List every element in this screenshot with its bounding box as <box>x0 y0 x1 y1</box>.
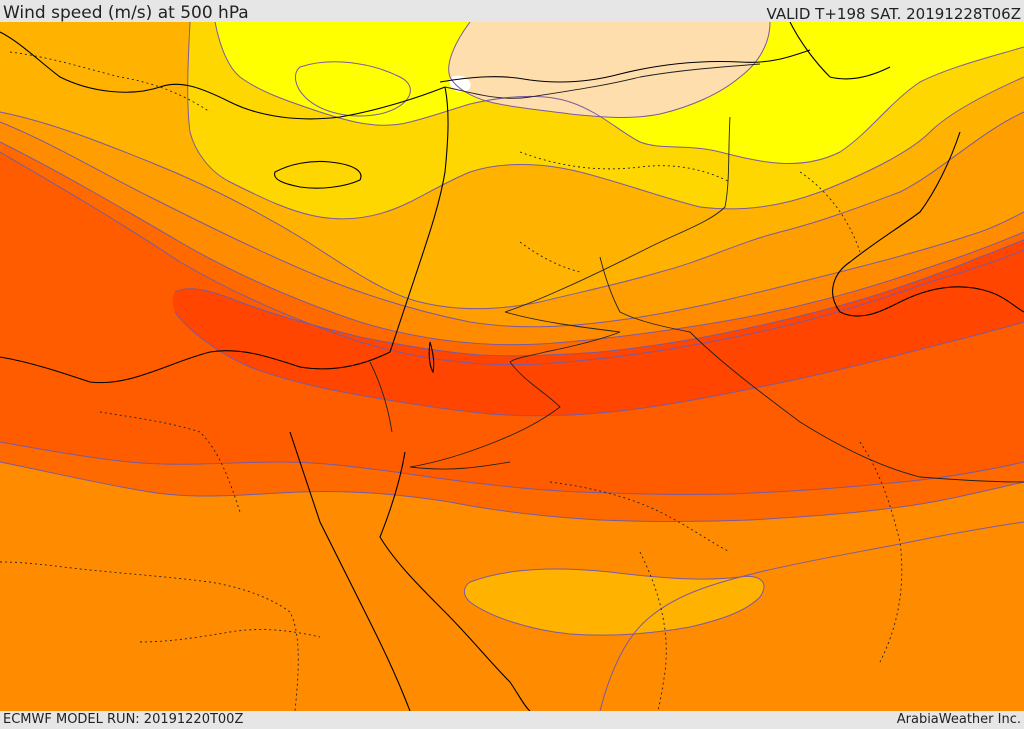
coastlines <box>0 22 1024 711</box>
wind-speed-map[interactable] <box>0 22 1024 711</box>
band-yellow-west <box>295 61 411 117</box>
credit-label: ArabiaWeather Inc. <box>896 712 1021 727</box>
band-tan <box>448 22 770 118</box>
band-red <box>172 240 1024 416</box>
admin-boundaries <box>0 51 903 711</box>
model-run: ECMWF MODEL RUN: 20191220T00Z <box>3 712 244 727</box>
map-canvas <box>0 22 1024 711</box>
contour-lines <box>0 22 1024 711</box>
valid-time: VALID T+198 SAT. 20191228T06Z <box>766 5 1021 23</box>
country-borders <box>369 63 1024 483</box>
band-amber-south <box>464 569 764 636</box>
footer-bar: ECMWF MODEL RUN: 20191220T00Z ArabiaWeat… <box>0 711 1024 729</box>
map-title: Wind speed (m/s) at 500 hPa <box>3 3 249 23</box>
band-orange-south <box>600 522 1024 711</box>
header-bar: Wind speed (m/s) at 500 hPa VALID T+198 … <box>0 0 1024 23</box>
band-red-orange <box>0 152 1024 495</box>
